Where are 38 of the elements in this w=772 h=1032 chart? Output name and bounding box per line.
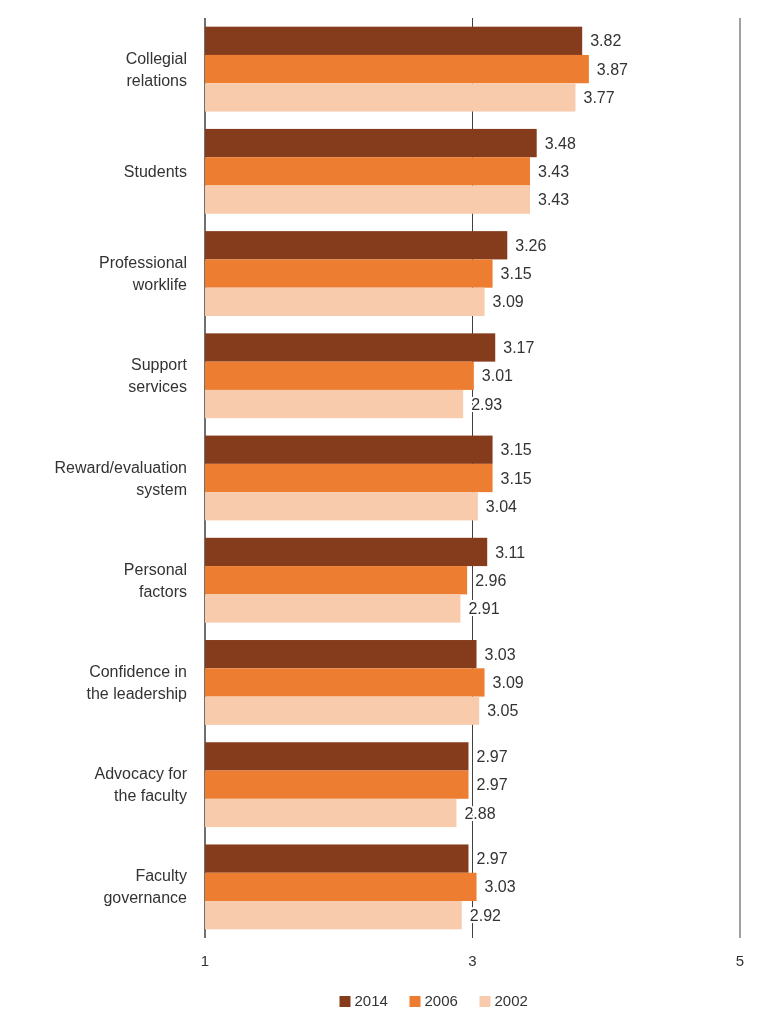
legend-label: 2002 xyxy=(494,992,528,1009)
legend-label: 2006 xyxy=(424,992,458,1009)
data-label: 3.15 xyxy=(500,469,532,487)
data-label: 3.01 xyxy=(481,367,514,385)
x-tick-label: 5 xyxy=(735,952,745,969)
y-tick-label: Students xyxy=(123,162,187,180)
data-label: 3.03 xyxy=(484,878,516,896)
data-label: 3.17 xyxy=(503,339,535,357)
y-tick-label: Support services xyxy=(128,356,188,396)
data-label: 3.15 xyxy=(500,441,532,459)
legend-label: 2014 xyxy=(354,992,388,1009)
data-label: 3.04 xyxy=(485,497,518,515)
data-label: 3.43 xyxy=(538,162,570,180)
data-label: 3.43 xyxy=(538,191,570,209)
data-label: 3.09 xyxy=(492,674,524,692)
y-tick-label: Confidence in the leadership xyxy=(86,663,188,703)
x-tick-label: 3 xyxy=(468,952,477,969)
data-label: 2.97 xyxy=(476,776,508,794)
data-label: 3.26 xyxy=(515,236,547,254)
data-label: 2.96 xyxy=(475,571,507,589)
data-label: 3.48 xyxy=(544,134,576,152)
data-label: 3.03 xyxy=(484,645,516,663)
data-label: 3.82 xyxy=(590,32,622,50)
y-tick-label: Personal factors xyxy=(123,560,187,600)
y-tick-label: Faculty governance xyxy=(103,867,188,907)
y-tick-label: Reward/evaluation system xyxy=(54,458,187,498)
data-label: 3.15 xyxy=(500,265,532,283)
data-label: 3.77 xyxy=(583,88,615,106)
y-tick-label: Advocacy for the faculty xyxy=(94,765,188,805)
data-label: 2.97 xyxy=(476,747,508,765)
y-tick-label: Collegial relations xyxy=(125,49,187,89)
x-tick-label: 1 xyxy=(200,952,210,969)
data-label: 3.11 xyxy=(495,543,526,561)
data-label: 3.87 xyxy=(596,60,629,78)
data-label: 3.05 xyxy=(487,702,519,720)
data-label: 3.09 xyxy=(492,293,524,311)
y-tick-label: Professional worklife xyxy=(98,254,188,294)
data-label: 2.97 xyxy=(476,850,508,868)
